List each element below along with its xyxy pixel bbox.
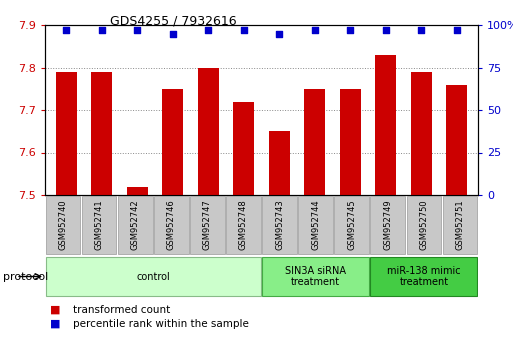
Text: GSM952746: GSM952746 xyxy=(167,200,176,250)
Text: protocol: protocol xyxy=(3,272,48,281)
Bar xyxy=(127,187,148,195)
Text: GSM952744: GSM952744 xyxy=(311,200,320,250)
Text: control: control xyxy=(136,272,170,281)
Bar xyxy=(46,257,261,296)
Bar xyxy=(190,196,225,254)
Bar xyxy=(370,257,477,296)
Bar xyxy=(340,89,361,195)
Text: GDS4255 / 7932616: GDS4255 / 7932616 xyxy=(110,15,236,28)
Point xyxy=(275,31,283,36)
Bar xyxy=(154,196,189,254)
Bar xyxy=(118,196,152,254)
Point xyxy=(311,27,319,33)
Point xyxy=(133,27,142,33)
Text: GSM952747: GSM952747 xyxy=(203,200,212,250)
Bar xyxy=(370,196,405,254)
Bar xyxy=(262,257,369,296)
Point xyxy=(346,27,354,33)
Text: miR-138 mimic
treatment: miR-138 mimic treatment xyxy=(387,266,461,287)
Text: ■: ■ xyxy=(50,319,61,329)
Bar xyxy=(298,196,333,254)
Bar xyxy=(407,196,441,254)
Bar xyxy=(162,89,184,195)
Point xyxy=(452,27,461,33)
Text: GSM952749: GSM952749 xyxy=(383,200,392,250)
Text: GSM952742: GSM952742 xyxy=(131,200,140,250)
Point xyxy=(97,27,106,33)
Text: transformed count: transformed count xyxy=(73,305,170,315)
Bar xyxy=(46,196,81,254)
Bar xyxy=(410,72,432,195)
Bar xyxy=(262,196,297,254)
Text: GSM952750: GSM952750 xyxy=(419,200,428,250)
Bar xyxy=(446,85,467,195)
Bar xyxy=(91,72,112,195)
Bar xyxy=(226,196,261,254)
Bar xyxy=(233,102,254,195)
Bar xyxy=(55,72,77,195)
Point xyxy=(417,27,425,33)
Point xyxy=(169,31,177,36)
Text: percentile rank within the sample: percentile rank within the sample xyxy=(73,319,249,329)
Bar xyxy=(269,131,290,195)
Text: GSM952740: GSM952740 xyxy=(58,200,68,250)
Point xyxy=(204,27,212,33)
Point xyxy=(62,27,70,33)
Bar xyxy=(82,196,116,254)
Text: SIN3A siRNA
treatment: SIN3A siRNA treatment xyxy=(285,266,346,287)
Text: GSM952748: GSM952748 xyxy=(239,200,248,250)
Bar xyxy=(198,68,219,195)
Point xyxy=(240,27,248,33)
Text: GSM952741: GSM952741 xyxy=(94,200,104,250)
Text: GSM952751: GSM952751 xyxy=(456,200,464,250)
Text: GSM952745: GSM952745 xyxy=(347,200,356,250)
Text: GSM952743: GSM952743 xyxy=(275,200,284,250)
Text: ■: ■ xyxy=(50,305,61,315)
Bar xyxy=(443,196,477,254)
Point xyxy=(382,27,390,33)
Bar xyxy=(375,55,397,195)
Bar xyxy=(304,89,325,195)
Bar xyxy=(334,196,369,254)
